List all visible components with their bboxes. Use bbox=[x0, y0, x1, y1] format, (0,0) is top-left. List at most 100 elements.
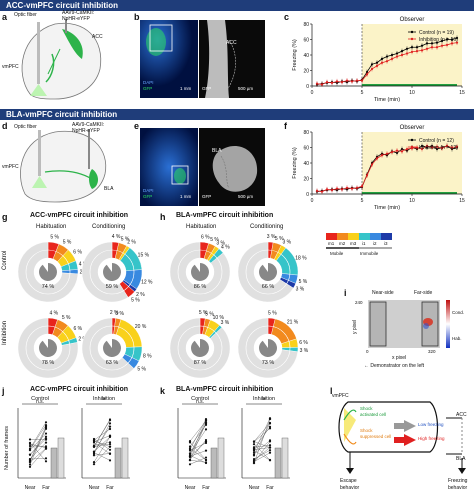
paired-line bbox=[29, 448, 47, 463]
observer-shade bbox=[362, 132, 462, 194]
panel-a-virus-line2: NpHR-eYFP bbox=[62, 16, 90, 22]
panel-b-gfp2: GFP bbox=[202, 86, 212, 91]
shock-bar bbox=[362, 192, 457, 194]
panel-l-escape2: behavior bbox=[340, 485, 360, 491]
data-point bbox=[204, 458, 208, 462]
x-tick-label: 0 bbox=[311, 90, 314, 96]
donut-ring bbox=[177, 249, 223, 295]
data-point bbox=[28, 449, 32, 452]
data-point bbox=[44, 437, 48, 440]
panel-e-dapi: DAPI bbox=[143, 188, 154, 193]
data-point bbox=[44, 447, 48, 450]
data-point bbox=[375, 61, 379, 64]
panel-label-i: i bbox=[344, 288, 347, 298]
mean-bar bbox=[210, 447, 218, 479]
paired-line bbox=[189, 457, 207, 465]
x-tick-label: 5 bbox=[361, 90, 364, 96]
panel-i-xtick1: 320 bbox=[428, 349, 436, 354]
panel-l-escape1: Escape bbox=[340, 478, 357, 484]
x-tick-label: Far bbox=[42, 485, 50, 491]
data-point bbox=[44, 432, 48, 435]
panel-l-acc: ACC bbox=[456, 412, 467, 418]
slice-label: 3 % bbox=[267, 234, 276, 240]
data-point bbox=[335, 80, 339, 83]
data-point bbox=[268, 427, 272, 430]
data-point bbox=[355, 186, 359, 189]
panel-i-cbar-top: Cond. bbox=[452, 310, 465, 315]
data-point bbox=[268, 439, 272, 442]
x-tick-label: Far bbox=[202, 485, 210, 491]
data-point bbox=[268, 449, 272, 452]
brain-schematic-a bbox=[21, 19, 102, 100]
legend-i2 bbox=[370, 233, 381, 240]
panel-a-fiber-label: Optic fiber bbox=[14, 12, 37, 18]
data-point bbox=[350, 187, 354, 190]
paired-line bbox=[93, 436, 111, 452]
data-point bbox=[365, 174, 369, 177]
data-point bbox=[330, 81, 334, 84]
data-point bbox=[188, 441, 192, 444]
legend-marker bbox=[410, 138, 414, 142]
data-point bbox=[400, 53, 404, 57]
data-point bbox=[188, 449, 192, 452]
paired-line bbox=[189, 448, 207, 461]
legend-marker bbox=[410, 145, 414, 149]
data-point bbox=[188, 463, 192, 466]
data-point bbox=[420, 49, 424, 52]
slice-label: 5 % bbox=[63, 239, 72, 245]
paired-line bbox=[253, 450, 271, 460]
data-point bbox=[410, 46, 414, 49]
panel-i-demo: ← Demonstrator on the left bbox=[364, 363, 425, 369]
donut-ring bbox=[89, 325, 135, 371]
paired-line bbox=[93, 419, 111, 447]
observer-shade bbox=[362, 24, 462, 86]
data-point bbox=[28, 453, 32, 456]
banner-bla: BLA-vmPFC circuit inhibition bbox=[0, 109, 474, 120]
data-point bbox=[455, 36, 459, 40]
slice-label: 2 % bbox=[136, 292, 145, 298]
paired-line bbox=[93, 426, 111, 452]
donut-ring bbox=[177, 325, 223, 371]
paired-line bbox=[253, 445, 271, 448]
paired-line bbox=[93, 442, 111, 455]
paired-line bbox=[29, 422, 47, 449]
panel-label-j: j bbox=[2, 386, 5, 396]
significance: * bbox=[102, 396, 105, 405]
slice-label: 5 % bbox=[50, 235, 59, 241]
data-point bbox=[420, 144, 424, 148]
legend-m2 bbox=[337, 233, 348, 240]
donut-ring bbox=[245, 249, 291, 295]
data-point bbox=[28, 441, 32, 444]
data-point bbox=[108, 427, 112, 431]
legend-label: Inhibition (n = 12) bbox=[419, 145, 458, 151]
data-point bbox=[268, 421, 272, 425]
data-point bbox=[108, 435, 112, 439]
center-label: 63 % bbox=[106, 360, 119, 366]
paired-line bbox=[29, 442, 47, 460]
slice-label: 6 % bbox=[73, 326, 82, 332]
data-point bbox=[44, 426, 48, 429]
panel-label-k: k bbox=[160, 386, 166, 396]
legend-i3 bbox=[381, 233, 392, 240]
data-point bbox=[44, 457, 48, 460]
panel-l-freeze2: behavior bbox=[448, 485, 468, 491]
data-point bbox=[380, 61, 384, 64]
data-point bbox=[405, 147, 409, 151]
donut-center bbox=[39, 263, 58, 281]
data-point bbox=[204, 419, 208, 423]
y-tick-label: 40 bbox=[303, 161, 309, 167]
panel-b-scale1: 1 mm bbox=[180, 86, 192, 91]
paired-line bbox=[253, 423, 271, 456]
data-point bbox=[92, 450, 96, 453]
x-tick-label: 15 bbox=[459, 90, 465, 96]
slice-label: 4 % bbox=[50, 310, 59, 316]
slice-label: 21 % bbox=[287, 320, 299, 326]
mean-bar bbox=[274, 447, 282, 479]
slice-label: 5 % bbox=[62, 315, 71, 321]
banner-acc: ACC-vmPFC circuit inhibition bbox=[0, 0, 474, 11]
mean-bar bbox=[57, 437, 65, 479]
y-axis-label: Freezing (%) bbox=[292, 147, 298, 179]
data-point bbox=[188, 447, 192, 450]
data-point bbox=[204, 418, 208, 421]
data-point bbox=[435, 46, 439, 49]
